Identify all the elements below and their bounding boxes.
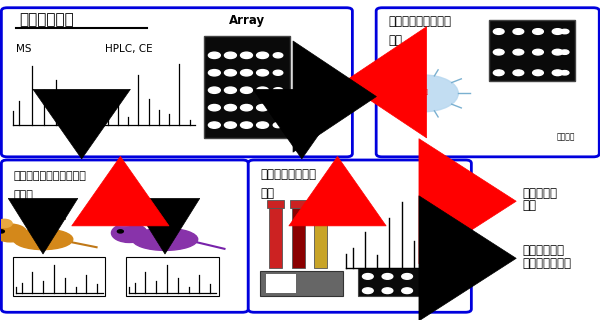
Circle shape bbox=[402, 274, 412, 279]
Circle shape bbox=[241, 69, 253, 76]
Circle shape bbox=[241, 52, 253, 59]
Circle shape bbox=[208, 105, 220, 111]
Text: MS: MS bbox=[16, 44, 32, 54]
Circle shape bbox=[208, 87, 220, 93]
Text: 糖鎖マーカー探索: 糖鎖マーカー探索 bbox=[260, 168, 316, 180]
Circle shape bbox=[552, 49, 563, 55]
Circle shape bbox=[513, 29, 524, 34]
Circle shape bbox=[224, 52, 236, 59]
Circle shape bbox=[362, 288, 373, 293]
FancyBboxPatch shape bbox=[1, 8, 352, 157]
Circle shape bbox=[552, 29, 563, 34]
Bar bbox=[489, 20, 575, 81]
Text: 技術開発への: 技術開発への bbox=[522, 244, 564, 257]
Circle shape bbox=[513, 49, 524, 55]
Ellipse shape bbox=[13, 229, 73, 250]
Bar bbox=[290, 200, 307, 208]
Circle shape bbox=[208, 52, 220, 59]
Circle shape bbox=[560, 70, 569, 75]
Circle shape bbox=[224, 87, 236, 93]
Circle shape bbox=[273, 70, 283, 75]
Text: 応用: 応用 bbox=[522, 199, 536, 212]
Circle shape bbox=[273, 105, 283, 110]
Circle shape bbox=[402, 288, 412, 293]
Text: 糖鎖分析技術: 糖鎖分析技術 bbox=[19, 12, 74, 27]
Circle shape bbox=[389, 75, 458, 112]
Circle shape bbox=[112, 223, 147, 243]
Ellipse shape bbox=[132, 228, 198, 251]
Circle shape bbox=[552, 70, 563, 76]
Circle shape bbox=[115, 217, 132, 227]
Text: の解析: の解析 bbox=[13, 190, 33, 200]
Bar bbox=[268, 200, 284, 208]
Text: 血液: 血液 bbox=[260, 187, 274, 200]
Bar bbox=[314, 208, 328, 268]
Circle shape bbox=[241, 105, 253, 111]
Text: HPLC, CE: HPLC, CE bbox=[106, 44, 153, 54]
Text: 細胞表面: 細胞表面 bbox=[557, 132, 575, 141]
Text: ウイルス感染症への: ウイルス感染症への bbox=[388, 15, 451, 28]
Circle shape bbox=[257, 69, 268, 76]
Circle shape bbox=[257, 52, 268, 59]
Circle shape bbox=[257, 122, 268, 128]
Circle shape bbox=[273, 53, 283, 58]
Text: ウイルス: ウイルス bbox=[413, 89, 428, 95]
FancyBboxPatch shape bbox=[376, 8, 599, 157]
Circle shape bbox=[560, 50, 569, 54]
Text: Array: Array bbox=[229, 14, 265, 27]
Circle shape bbox=[273, 123, 283, 128]
Circle shape bbox=[241, 122, 253, 128]
Circle shape bbox=[560, 29, 569, 34]
Bar bbox=[266, 274, 296, 293]
Circle shape bbox=[0, 230, 4, 233]
Bar bbox=[127, 257, 218, 296]
Circle shape bbox=[493, 70, 504, 76]
Circle shape bbox=[533, 49, 544, 55]
Bar bbox=[269, 208, 282, 268]
Bar bbox=[313, 200, 329, 208]
Circle shape bbox=[118, 230, 124, 233]
Bar bbox=[292, 208, 305, 268]
Circle shape bbox=[382, 288, 393, 293]
Circle shape bbox=[224, 69, 236, 76]
Bar bbox=[358, 268, 424, 296]
Circle shape bbox=[208, 122, 220, 128]
Circle shape bbox=[533, 29, 544, 34]
Circle shape bbox=[208, 69, 220, 76]
Circle shape bbox=[0, 219, 12, 228]
Text: 疾患モデル動物（細胞）: 疾患モデル動物（細胞） bbox=[13, 171, 86, 180]
Circle shape bbox=[241, 87, 253, 93]
Text: コントロール: コントロール bbox=[31, 209, 67, 219]
Circle shape bbox=[513, 70, 524, 76]
Bar bbox=[260, 271, 343, 296]
Text: 適用: 適用 bbox=[388, 34, 402, 47]
Circle shape bbox=[382, 274, 393, 279]
Text: 疾患: 疾患 bbox=[159, 209, 171, 219]
Circle shape bbox=[224, 122, 236, 128]
FancyBboxPatch shape bbox=[248, 160, 472, 312]
Circle shape bbox=[257, 105, 268, 111]
Circle shape bbox=[493, 29, 504, 34]
Bar bbox=[13, 257, 106, 296]
Text: 開発技術の: 開発技術の bbox=[522, 187, 557, 200]
Circle shape bbox=[224, 105, 236, 111]
Bar bbox=[203, 36, 290, 138]
Circle shape bbox=[0, 224, 27, 242]
Circle shape bbox=[273, 88, 283, 93]
FancyBboxPatch shape bbox=[1, 160, 248, 312]
Text: フィードバック: フィードバック bbox=[522, 257, 571, 269]
Circle shape bbox=[533, 70, 544, 76]
Circle shape bbox=[493, 49, 504, 55]
Circle shape bbox=[257, 87, 268, 93]
Circle shape bbox=[362, 274, 373, 279]
